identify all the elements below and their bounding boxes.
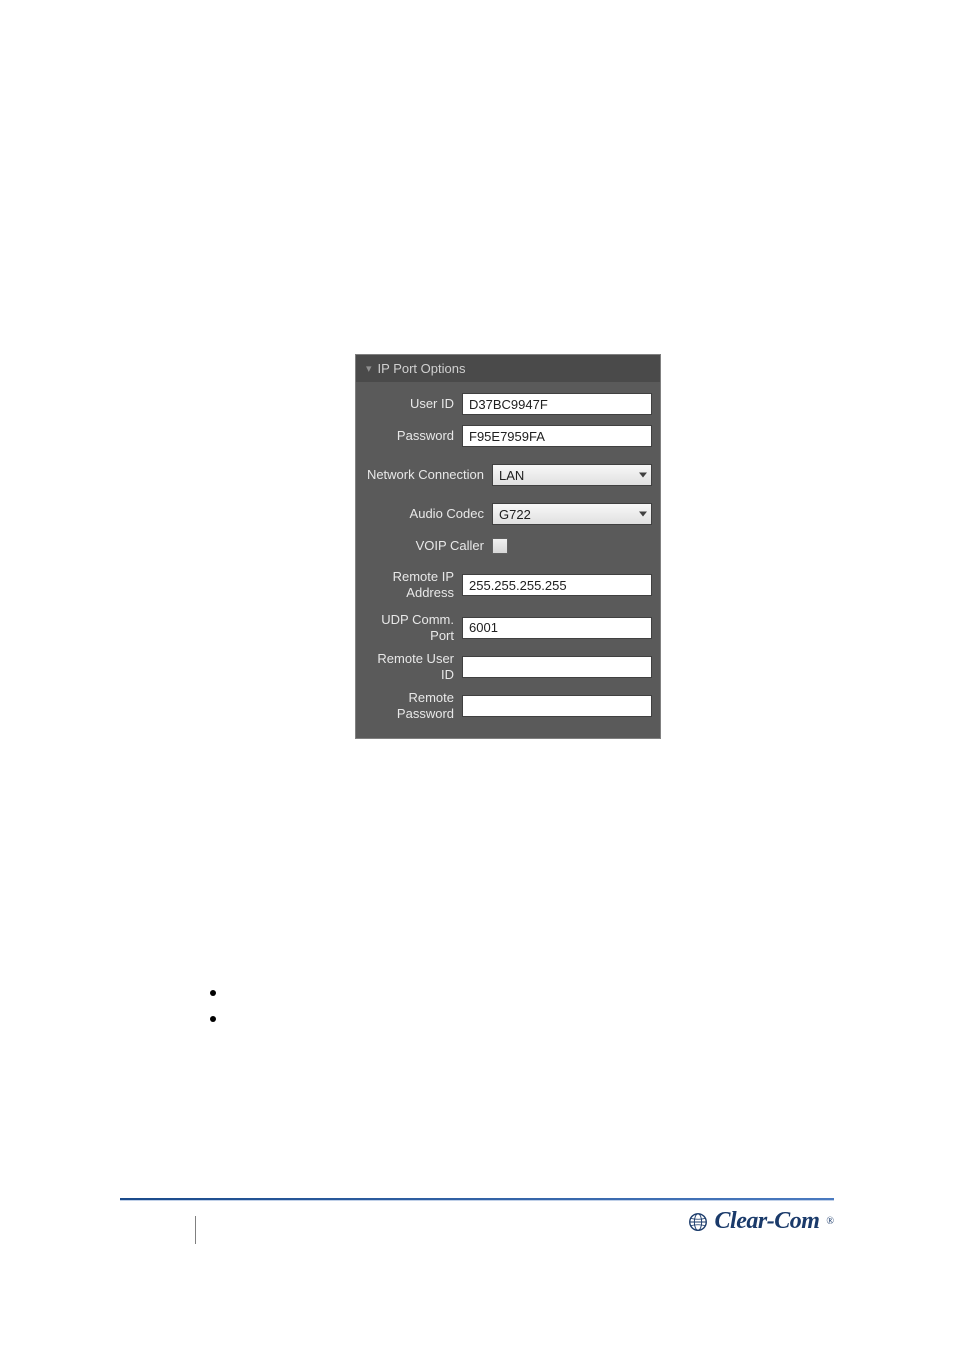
- globe-icon: [687, 1211, 709, 1233]
- udp-port-row: UDP Comm. Port: [364, 612, 652, 643]
- remote-user-input[interactable]: [462, 656, 652, 678]
- remote-ip-label: Remote IP Address: [364, 569, 462, 600]
- footer-vertical-divider: [195, 1216, 196, 1244]
- voip-label: VOIP Caller: [364, 538, 492, 554]
- network-row: Network Connection LAN: [364, 456, 652, 494]
- network-select[interactable]: LAN: [492, 464, 652, 486]
- remote-pass-input[interactable]: [462, 695, 652, 717]
- ip-port-options-panel: ▾ IP Port Options User ID Password Netwo…: [355, 354, 661, 739]
- remote-user-label: Remote User ID: [364, 651, 462, 682]
- voip-row: VOIP Caller: [364, 534, 652, 558]
- password-input[interactable]: [462, 425, 652, 447]
- panel-title: IP Port Options: [378, 361, 466, 376]
- user-id-input[interactable]: [462, 393, 652, 415]
- remote-pass-row: Remote Password: [364, 690, 652, 721]
- registered-mark: ®: [826, 1216, 834, 1227]
- footer-divider-light: [120, 1200, 834, 1201]
- user-id-row: User ID: [364, 392, 652, 416]
- voip-checkbox[interactable]: [492, 538, 508, 554]
- bullet-icon: [210, 1016, 216, 1022]
- password-label: Password: [364, 428, 462, 444]
- brand-name: Clear-Com: [715, 1208, 820, 1235]
- network-value: LAN: [499, 468, 524, 483]
- remote-ip-row: Remote IP Address: [364, 566, 652, 604]
- codec-value: G722: [499, 507, 531, 522]
- remote-user-row: Remote User ID: [364, 651, 652, 682]
- chevron-down-icon: ▾: [366, 362, 372, 375]
- udp-port-input[interactable]: [462, 617, 652, 639]
- user-id-label: User ID: [364, 396, 462, 412]
- codec-row: Audio Codec G722: [364, 502, 652, 526]
- dropdown-arrow-icon: [639, 512, 647, 517]
- dropdown-arrow-icon: [639, 473, 647, 478]
- password-row: Password: [364, 424, 652, 448]
- brand-logo: Clear-Com ®: [687, 1208, 834, 1235]
- panel-body: User ID Password Network Connection LAN …: [356, 382, 660, 738]
- network-label: Network Connection: [364, 467, 492, 483]
- bullet-icon: [210, 990, 216, 996]
- panel-header[interactable]: ▾ IP Port Options: [356, 355, 660, 382]
- remote-pass-label: Remote Password: [364, 690, 462, 721]
- codec-select[interactable]: G722: [492, 503, 652, 525]
- udp-port-label: UDP Comm. Port: [364, 612, 462, 643]
- remote-ip-input[interactable]: [462, 574, 652, 596]
- codec-label: Audio Codec: [364, 506, 492, 522]
- bullet-list: [210, 990, 216, 1042]
